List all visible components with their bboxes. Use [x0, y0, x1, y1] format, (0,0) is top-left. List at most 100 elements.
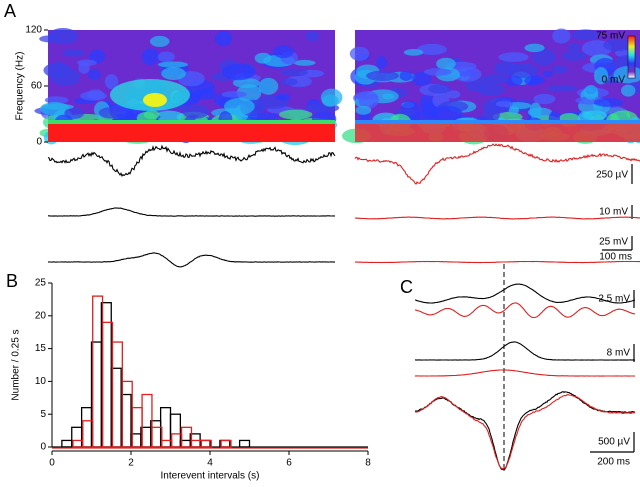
spectrogram-blob — [141, 48, 160, 66]
scale-label: 500 µV — [598, 437, 630, 448]
x-tick-label: 2 — [128, 458, 134, 469]
spectrogram-blob — [104, 74, 119, 90]
scale-label: 200 ms — [597, 457, 630, 468]
spectrogram-blob — [481, 74, 509, 84]
spectrogram-blob — [424, 68, 452, 76]
spectrogram-blob — [224, 97, 255, 115]
spectrogram-blob — [355, 105, 372, 115]
spectrogram-left — [34, 27, 343, 146]
spectrogram-blob — [157, 51, 175, 62]
spectrogram-blob — [494, 61, 519, 76]
spectrogram-blob — [571, 29, 600, 41]
trace — [414, 302, 636, 319]
spectrogram-blob — [293, 59, 316, 66]
trace — [355, 260, 640, 264]
spectrogram-blob — [236, 84, 262, 102]
spectrogram-band — [48, 120, 335, 124]
trace — [414, 369, 636, 377]
colorbar-label: 75 mV — [596, 31, 625, 42]
spectrogram-blob — [594, 67, 609, 85]
spectrogram-blob — [87, 69, 101, 80]
y-tick-label: 10 — [35, 376, 47, 387]
x-tick-label: 0 — [49, 458, 55, 469]
spectrogram-blob — [428, 105, 463, 122]
spectrogram-blob — [366, 70, 399, 81]
spectrogram-blob — [321, 94, 339, 107]
spectrogram-blob — [382, 93, 394, 100]
y-tick-label: 15 — [35, 343, 47, 354]
spectrogram-blob — [552, 28, 571, 44]
spectrogram-blob — [529, 102, 542, 120]
spectrogram-blob — [47, 27, 79, 45]
spectrogram-blob — [154, 110, 184, 122]
scale-label: 10 mV — [599, 207, 628, 218]
spectrogram-blob — [161, 67, 186, 81]
x-tick-label: 6 — [286, 458, 292, 469]
spectrogram-blob — [552, 65, 568, 74]
trace — [354, 143, 640, 185]
panel-label: C — [400, 277, 413, 297]
spectrogram-blob — [495, 100, 513, 108]
spectrogram-blob — [593, 98, 624, 107]
spectrogram-blob — [273, 45, 294, 59]
y-tick-label: 20 — [35, 310, 47, 321]
trace — [355, 216, 640, 220]
spectrogram-blob — [88, 49, 106, 64]
spectrogram-blob — [149, 35, 170, 47]
spectrogram-blob — [533, 93, 556, 105]
spectrogram-blob — [583, 85, 599, 100]
spectrogram-blob — [403, 48, 424, 56]
axis-label: Frequency (Hz) — [15, 52, 26, 121]
scale-label: 8 mV — [607, 348, 631, 359]
y-tick-label: 25 — [35, 278, 47, 289]
spectrogram-blob — [143, 110, 160, 120]
spectrogram-blob — [412, 71, 432, 87]
spectrogram-blob — [43, 62, 72, 78]
scale-label: 100 ms — [599, 252, 632, 263]
spectrogram-band — [48, 124, 335, 142]
spectrogram-blob — [546, 85, 578, 92]
spectrogram-band — [355, 120, 640, 124]
spectrogram-blob — [354, 93, 379, 100]
scale-bars — [590, 164, 635, 453]
spectrogram-blob — [254, 52, 272, 64]
spectrogram-blob — [606, 62, 624, 69]
colorbar — [627, 35, 636, 79]
histogram-bar — [220, 439, 232, 448]
spectrogram-blob — [44, 96, 69, 104]
spectrogram-blob — [436, 57, 456, 70]
spectrogram-blob — [621, 84, 636, 97]
spectrogram-blob — [280, 78, 298, 86]
scale-label: 250 µV — [596, 170, 628, 181]
spectrogram-blob — [143, 93, 167, 107]
spectrogram-blob — [80, 91, 107, 101]
axis-label: Number / 0.25 s — [11, 329, 22, 400]
spectrogram-blob — [221, 91, 247, 98]
spectrogram-blob — [275, 93, 291, 101]
scale-label: 2.5 mV — [598, 294, 630, 305]
y-tick-label: 0 — [36, 137, 42, 148]
histogram-bar — [238, 439, 251, 448]
spectrogram-blob — [222, 63, 256, 81]
spectrogram-blob — [417, 43, 447, 55]
spectrogram-blob — [62, 49, 85, 57]
x-tick-label: 8 — [365, 458, 371, 469]
spectrogram-blob — [498, 52, 529, 62]
spectrogram-blob — [446, 90, 461, 99]
spectrogram-blob — [399, 70, 413, 81]
trace — [415, 341, 636, 361]
spectrogram-blob — [280, 68, 308, 77]
colorbar-label: 0 mV — [602, 75, 626, 86]
histogram-bar — [151, 426, 163, 448]
spectrogram-blob — [258, 77, 279, 95]
trace — [414, 394, 636, 470]
panel-label: A — [4, 1, 16, 21]
spectrogram-blob — [116, 113, 138, 120]
y-tick-label: 120 — [25, 25, 42, 36]
histogram-bar — [180, 426, 193, 448]
panel-label: B — [6, 271, 18, 291]
spectrogram-blob — [41, 103, 74, 110]
spectrogram-blob — [232, 78, 260, 88]
histogram-bar — [61, 439, 73, 448]
